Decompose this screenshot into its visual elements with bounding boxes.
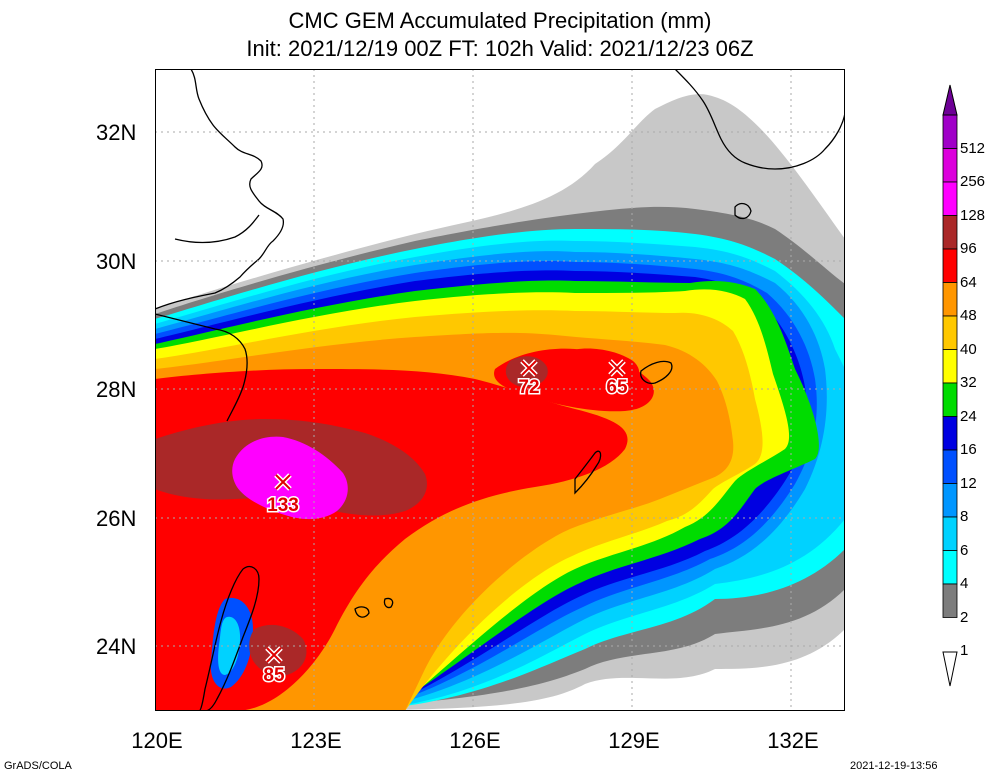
lat-label-30n: 30N bbox=[96, 249, 137, 274]
gridlines bbox=[155, 69, 845, 711]
max-label-72: 72 bbox=[518, 377, 539, 398]
map-border bbox=[155, 69, 845, 711]
colorbar-bottom-arrow bbox=[942, 651, 958, 687]
colorbar-level-label: 12 bbox=[960, 474, 977, 492]
colorbar-top-arrow bbox=[942, 84, 958, 116]
precipitation-map: 133 72 65 85 bbox=[155, 69, 845, 711]
max-label-85: 85 bbox=[263, 665, 285, 686]
max-marker-72: 72 bbox=[517, 359, 541, 400]
lat-label-28n: 28N bbox=[96, 377, 137, 402]
maxima-markers: 133 72 65 85 bbox=[262, 359, 629, 688]
colorbar-cell bbox=[942, 550, 958, 585]
colorbar-cell bbox=[942, 148, 958, 183]
precip-field bbox=[155, 94, 845, 711]
colorbar-cell bbox=[942, 583, 958, 618]
colorbar-level-label: 2 bbox=[960, 608, 969, 626]
lat-label-32n: 32N bbox=[96, 120, 137, 145]
colorbar-level-label: 4 bbox=[960, 575, 969, 592]
tanegashima-coast bbox=[734, 202, 752, 220]
colorbar-level-label: 8 bbox=[960, 508, 969, 525]
max-label-65: 65 bbox=[606, 377, 628, 398]
generation-timestamp: 2021-12-19-13:56 bbox=[850, 760, 938, 772]
max-marker-65: 65 bbox=[605, 359, 629, 400]
hangzhou-bay-coast bbox=[174, 214, 260, 244]
colorbar-level-label: 48 bbox=[960, 307, 977, 324]
yaeyama-islands bbox=[354, 597, 394, 618]
lon-label-129e: 129E bbox=[608, 728, 660, 753]
colorbar-cell bbox=[942, 181, 958, 216]
colorbar-level-label: 96 bbox=[960, 240, 977, 257]
max-marker-133: 133 bbox=[266, 473, 300, 518]
amami-island bbox=[640, 360, 673, 385]
software-credit: GrADS/COLA bbox=[4, 760, 72, 772]
colorbar-level-label: 40 bbox=[960, 340, 977, 358]
coastlines bbox=[155, 69, 845, 711]
colorbar-level-label: 32 bbox=[960, 374, 977, 391]
colorbar-cell bbox=[942, 483, 958, 518]
colorbar-cell bbox=[942, 114, 958, 149]
colorbar-level-label: 6 bbox=[960, 541, 969, 559]
max-label-133: 133 bbox=[267, 495, 299, 516]
colorbar-level-label: 16 bbox=[960, 441, 977, 458]
colorbar-legend bbox=[942, 84, 958, 687]
colorbar-cell bbox=[942, 449, 958, 484]
lon-label-123e: 123E bbox=[290, 728, 342, 753]
lon-label-126e: 126E bbox=[449, 728, 501, 753]
colorbar-level-label: 512 bbox=[960, 139, 986, 157]
colorbar-cell bbox=[942, 315, 958, 350]
zhejiang-coast bbox=[155, 313, 248, 422]
colorbar-level-label: 24 bbox=[960, 407, 977, 425]
colorbar-cell bbox=[942, 382, 958, 417]
precip-patch-65-max bbox=[555, 348, 640, 390]
colorbar-cell bbox=[942, 349, 958, 384]
taiwan-coastline bbox=[198, 565, 260, 711]
colorbar-level-label: 64 bbox=[960, 273, 977, 291]
map-title: CMC GEM Accumulated Precipitation (mm) bbox=[288, 8, 712, 33]
colorbar-level-label: 128 bbox=[960, 206, 986, 224]
lon-label-132e: 132E bbox=[767, 728, 819, 753]
lat-label-26n: 26N bbox=[96, 506, 137, 531]
colorbar-cell bbox=[942, 282, 958, 317]
china-coastline bbox=[155, 69, 285, 310]
lat-label-24n: 24N bbox=[96, 634, 137, 659]
colorbar-cell bbox=[942, 215, 958, 250]
map-subtitle: Init: 2021/12/19 00Z FT: 102h Valid: 202… bbox=[246, 36, 754, 61]
kyushu-coastline bbox=[674, 69, 845, 170]
colorbar-level-label: 256 bbox=[960, 173, 986, 190]
colorbar-level-label: 1 bbox=[960, 642, 969, 659]
okinawa-island bbox=[574, 450, 602, 495]
colorbar-cell bbox=[942, 416, 958, 451]
colorbar-cell bbox=[942, 248, 958, 283]
lon-label-120e: 120E bbox=[131, 728, 183, 753]
max-marker-85: 85 bbox=[262, 646, 286, 688]
colorbar-cell bbox=[942, 516, 958, 551]
